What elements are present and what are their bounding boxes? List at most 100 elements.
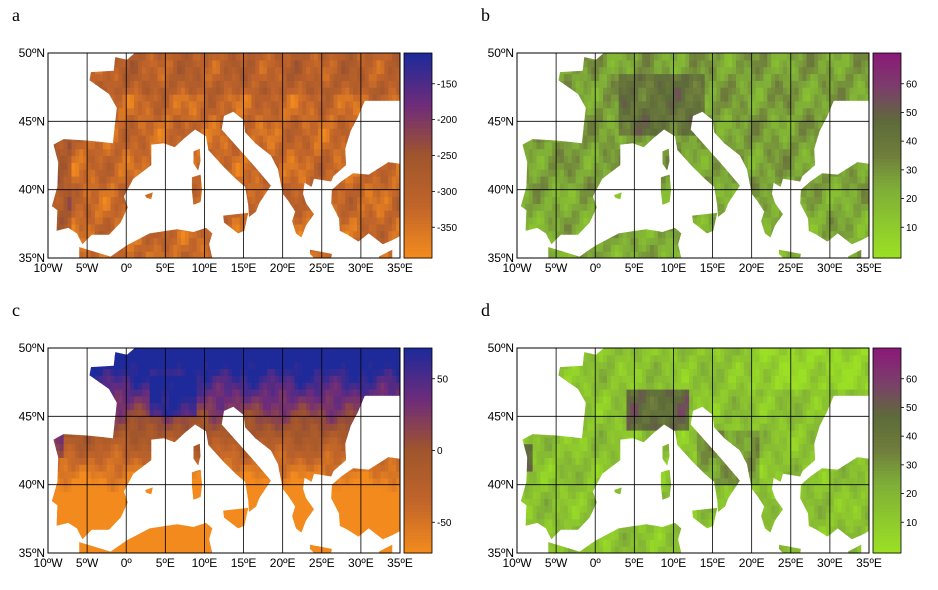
colorbar-tick-label: 40	[906, 432, 918, 443]
panel-a: a 50ºN 45ºN 40ºN 35ºN 10ºW 5ºW 0º 5ºE 10ºE 15ºE 20…	[0, 0, 469, 295]
lat-label: 35ºN	[488, 251, 514, 265]
lon-label: 20ºE	[739, 261, 765, 275]
lon-label: 30ºE	[817, 556, 843, 570]
lon-label: 10ºW	[33, 556, 63, 570]
lon-label: 15ºE	[700, 556, 726, 570]
gridlines	[517, 348, 869, 553]
map-frame	[516, 347, 870, 554]
lon-label: 10ºW	[502, 556, 532, 570]
lon-label: 35ºE	[856, 556, 882, 570]
colorbar: -150 -200 -250 -300 -350	[403, 52, 457, 259]
lat-label: 35ºN	[19, 251, 45, 265]
lon-label: 30ºE	[348, 261, 374, 275]
colorbar-tick-label: 40	[906, 137, 918, 148]
lon-label: 0º	[590, 556, 602, 570]
lat-label: 40ºN	[19, 478, 45, 492]
lon-label: 5ºE	[156, 261, 175, 275]
colorbar-tick-label: 60	[906, 374, 918, 385]
lon-label: 10ºE	[661, 556, 687, 570]
lon-label: 25ºE	[778, 261, 804, 275]
lon-label: 5ºE	[156, 556, 175, 570]
colorbar: 60 50 40 30 20 10	[872, 52, 918, 259]
colorbar-tick-label: -350	[437, 223, 457, 234]
lon-label: 15ºE	[700, 261, 726, 275]
lat-label: 45ºN	[19, 409, 45, 423]
colorbar-tick-label: 60	[906, 79, 918, 90]
lon-label: 5ºW	[545, 261, 568, 275]
lon-label: 0º	[121, 261, 133, 275]
lon-label: 20ºE	[270, 261, 296, 275]
gridlines	[517, 53, 869, 258]
gridlines	[48, 348, 400, 553]
colorbar-tick-label: 20	[906, 194, 918, 205]
lon-label: 20ºE	[270, 556, 296, 570]
colorbar-tick-label: 20	[906, 489, 918, 500]
lat-label: 40ºN	[488, 183, 514, 197]
lat-label: 50ºN	[19, 46, 45, 60]
panel-c: c 50ºN 45ºN 40ºN 35ºN 10ºW 5ºW 0º 5ºE 10ºE 15ºE 20…	[0, 295, 469, 590]
lon-label: 25ºE	[778, 556, 804, 570]
lon-label: 5ºE	[625, 261, 644, 275]
colorbar-tick-label: -150	[437, 79, 457, 90]
lat-label: 40ºN	[488, 478, 514, 492]
gridlines	[48, 53, 400, 258]
lat-label: 50ºN	[488, 341, 514, 355]
lon-label: 5ºW	[76, 261, 99, 275]
map-frame	[47, 52, 401, 259]
lon-label: 20ºE	[739, 556, 765, 570]
lat-label: 35ºN	[19, 546, 45, 560]
colorbar-tick-label: 0	[437, 446, 443, 457]
colorbar-tick-label: 50	[906, 108, 918, 119]
panel-label-d: d	[481, 300, 490, 320]
lon-label: 15ºE	[231, 556, 257, 570]
lon-label: 25ºE	[309, 556, 335, 570]
lon-label: 15ºE	[231, 261, 257, 275]
lon-label: 5ºW	[76, 556, 99, 570]
colorbar-tick-label: 10	[906, 223, 918, 234]
lon-label: 0º	[121, 556, 133, 570]
lon-label: 30ºE	[817, 261, 843, 275]
colorbar-tick-label: 50	[906, 403, 918, 414]
lon-label: 10ºE	[661, 261, 687, 275]
panel-label-c: c	[12, 300, 20, 320]
lat-label: 35ºN	[488, 546, 514, 560]
lon-label: 35ºE	[387, 261, 413, 275]
lat-label: 45ºN	[488, 409, 514, 423]
map-frame	[47, 347, 401, 554]
lon-label: 35ºE	[387, 556, 413, 570]
panel-d: d 50ºN 45ºN 40ºN 35ºN 10ºW 5ºW 0º 5ºE 10ºE 15ºE 20…	[469, 295, 938, 590]
colorbar-tick-label: 50	[437, 374, 449, 385]
lon-label: 10ºE	[192, 261, 218, 275]
lon-label: 30ºE	[348, 556, 374, 570]
map-frame	[516, 52, 870, 259]
lon-label: 10ºW	[33, 261, 63, 275]
panel-label-a: a	[12, 5, 20, 25]
colorbar-tick-label: -50	[437, 518, 452, 529]
lon-label: 10ºW	[502, 261, 532, 275]
colorbar-tick-label: -250	[437, 151, 457, 162]
lon-label: 0º	[590, 261, 602, 275]
lon-label: 10ºE	[192, 556, 218, 570]
lat-label: 45ºN	[488, 114, 514, 128]
colorbar-tick-label: 10	[906, 518, 918, 529]
lat-label: 50ºN	[19, 341, 45, 355]
colorbar-tick-label: 30	[906, 165, 918, 176]
lat-label: 40ºN	[19, 183, 45, 197]
colorbar-tick-label: -200	[437, 115, 457, 126]
colorbar: 50 0 -50	[403, 347, 452, 554]
panel-b: b 50ºN 45ºN 40ºN 35ºN 10ºW 5ºW 0º 5ºE 10ºE 15ºE 20…	[469, 0, 938, 295]
colorbar-tick-label: 30	[906, 460, 918, 471]
lon-label: 5ºE	[625, 556, 644, 570]
panel-label-b: b	[481, 5, 490, 25]
lon-label: 5ºW	[545, 556, 568, 570]
lat-label: 50ºN	[488, 46, 514, 60]
lon-label: 25ºE	[309, 261, 335, 275]
lon-label: 35ºE	[856, 261, 882, 275]
lat-label: 45ºN	[19, 114, 45, 128]
colorbar: 60 50 40 30 20 10	[872, 347, 918, 554]
colorbar-tick-label: -300	[437, 187, 457, 198]
